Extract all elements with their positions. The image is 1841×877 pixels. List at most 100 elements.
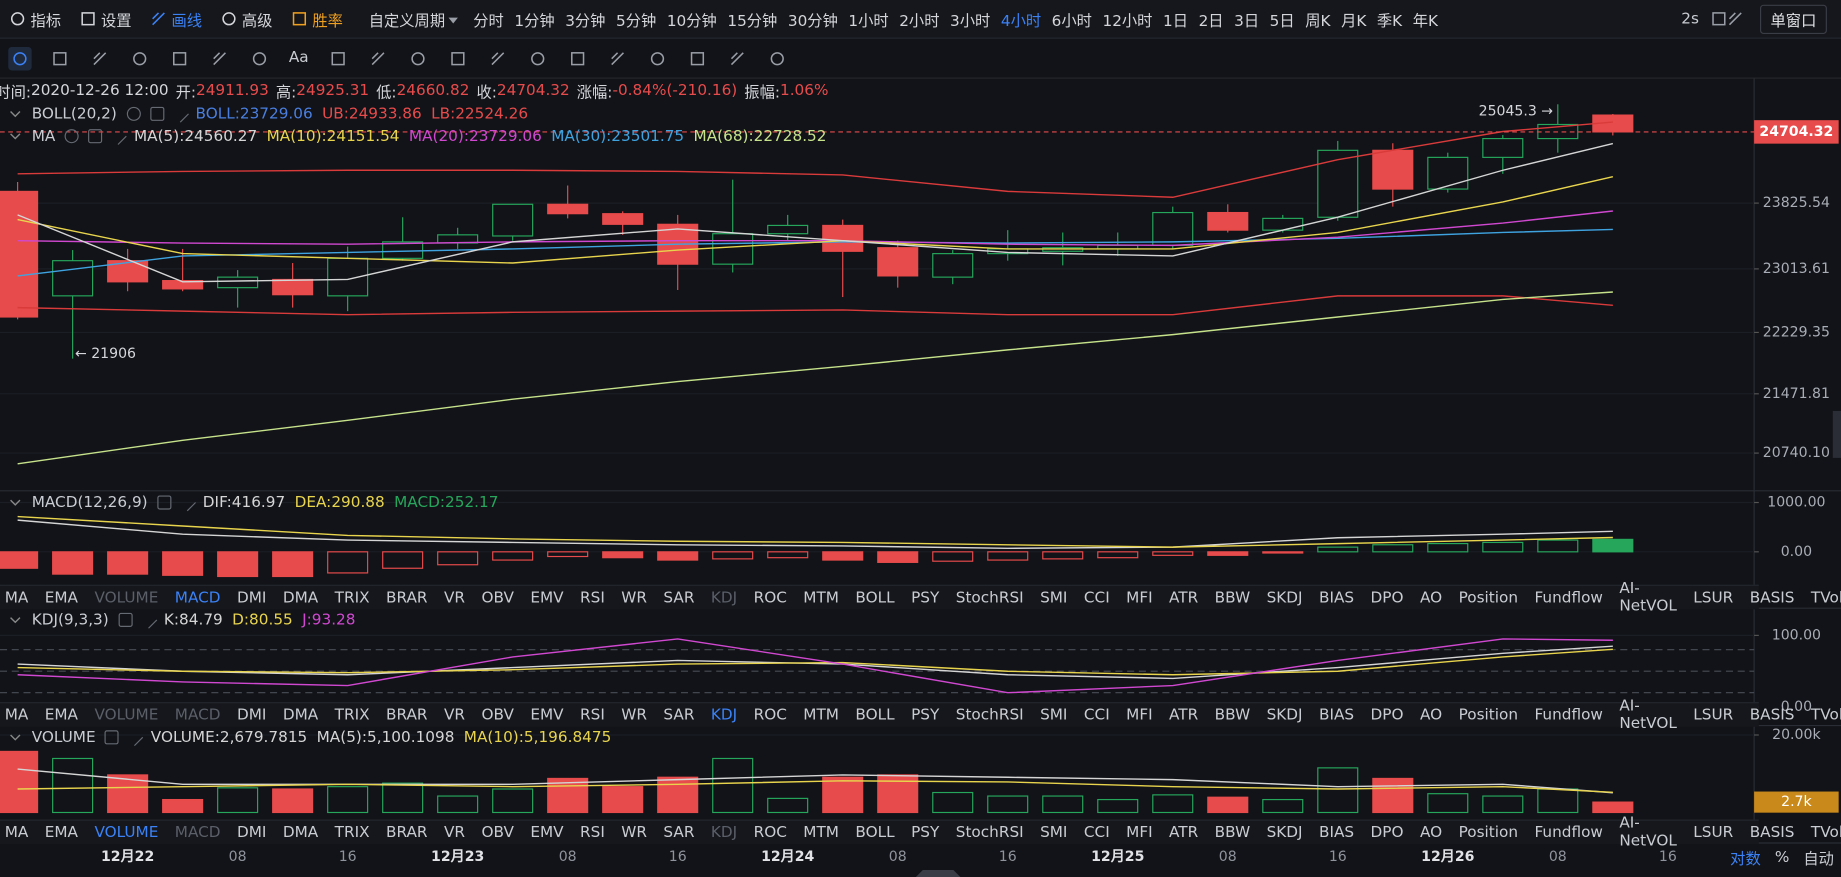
indicator-tab[interactable]: VOLUME [94, 588, 159, 607]
indicator-tab[interactable]: MA [4, 823, 29, 842]
indicator-tab[interactable]: KDJ [710, 823, 738, 842]
indicator-tab[interactable]: DMA [282, 823, 319, 842]
indicator-tab[interactable]: ATR [1169, 588, 1199, 607]
indicator-tab[interactable]: PSY [911, 823, 940, 842]
indicator-tab[interactable]: KDJ [710, 588, 738, 607]
indicator-tab[interactable]: OBV [481, 706, 514, 724]
settings[interactable] [149, 106, 164, 121]
indicator-tab[interactable]: RSI [580, 706, 605, 724]
indicator-tab[interactable]: VR [443, 706, 466, 724]
indicator-tab[interactable]: CCI [1083, 706, 1110, 724]
indicator-tab[interactable]: BBW [1214, 706, 1251, 724]
close[interactable] [126, 728, 144, 747]
period-button[interactable]: 5分钟 [616, 12, 657, 30]
indicator-tab[interactable]: EMA [44, 588, 79, 607]
indicator-tab[interactable]: Position [1458, 823, 1519, 842]
period-button[interactable]: 10分钟 [666, 12, 717, 30]
tool-button[interactable] [366, 46, 389, 69]
indicator-tab[interactable]: RSI [580, 588, 605, 607]
indicator-tab[interactable]: ROC [753, 706, 787, 724]
tool-button[interactable] [406, 46, 429, 69]
period-button[interactable]: 周K [1305, 12, 1331, 30]
indicator-tab[interactable]: DPO [1370, 823, 1404, 842]
indicator-tab[interactable]: SMI [1040, 588, 1068, 607]
indicator-tab[interactable]: PSY [911, 706, 940, 724]
indicator-tab[interactable]: MFI [1126, 588, 1153, 607]
text-tool[interactable]: Aa [288, 49, 309, 67]
close[interactable] [139, 611, 157, 629]
indicator-tab[interactable]: EMA [44, 706, 79, 724]
indicator-tab[interactable]: PSY [911, 588, 940, 607]
tool-button[interactable] [8, 46, 32, 70]
indicator-tab[interactable]: DMI [236, 823, 267, 842]
tool-button[interactable] [725, 46, 748, 69]
indicator-tab[interactable]: LSUR [1693, 823, 1734, 842]
indicator-tab[interactable]: DMA [282, 588, 319, 607]
indicator-tab[interactable]: SKDJ [1266, 588, 1303, 607]
tool-button[interactable] [168, 46, 191, 69]
period-button[interactable]: 2日 [1198, 12, 1224, 30]
indicator-tab[interactable]: BRAR [385, 706, 428, 724]
tool-button[interactable] [208, 46, 231, 69]
indicator-tab[interactable]: TVolume [1810, 588, 1841, 607]
indicator-tab[interactable]: MTM [803, 823, 839, 842]
indicator-tab[interactable]: VR [443, 588, 466, 607]
indicator-tab[interactable]: TRIX [334, 706, 370, 724]
eye-toggle[interactable] [64, 129, 79, 144]
indicator-tab[interactable]: ROC [753, 588, 787, 607]
tool-button[interactable] [128, 46, 151, 69]
settings[interactable] [88, 129, 103, 144]
indicator-tab[interactable]: Fundflow [1534, 706, 1603, 724]
indicator-tab[interactable]: BRAR [385, 823, 428, 842]
indicator-tab[interactable]: KDJ [710, 706, 738, 724]
period-button[interactable]: 3小时 [950, 12, 991, 30]
tool-button[interactable] [686, 46, 709, 69]
collapse[interactable] [7, 497, 23, 509]
period-button[interactable]: 年K [1412, 12, 1439, 30]
indicator-tab[interactable]: LSUR [1693, 588, 1734, 607]
collapse[interactable] [7, 130, 23, 142]
indicator-tab[interactable]: SKDJ [1266, 706, 1303, 724]
indicator-tab[interactable]: Fundflow [1534, 823, 1603, 842]
indicator-tab[interactable]: BIAS [1319, 706, 1355, 724]
period-button[interactable]: 15分钟 [727, 12, 778, 30]
indicator-tab[interactable]: AO [1419, 823, 1443, 842]
indicator-tab[interactable]: Fundflow [1534, 588, 1603, 607]
indicator-tab[interactable]: BOLL [855, 706, 895, 724]
close[interactable] [109, 127, 127, 145]
indicator-tab[interactable]: TVolume [1810, 823, 1841, 842]
indicator-tab[interactable]: DPO [1370, 588, 1404, 607]
indicator-tab[interactable]: MFI [1126, 823, 1153, 842]
indicator-tab[interactable]: BOLL [855, 823, 895, 842]
collapse[interactable] [7, 614, 23, 626]
tool-button[interactable] [646, 46, 669, 69]
indicator-tab[interactable]: TRIX [334, 823, 370, 842]
close[interactable] [178, 493, 196, 512]
tool-button[interactable] [48, 46, 71, 69]
indicator-tab[interactable]: DMI [236, 588, 267, 607]
indicator-tab[interactable]: BBW [1214, 588, 1251, 607]
settings[interactable] [157, 495, 172, 510]
indicator-tab[interactable]: OBV [481, 823, 514, 842]
indicator-tab[interactable]: OBV [481, 588, 514, 607]
indicator-tab[interactable]: EMV [530, 823, 564, 842]
indicator-tab[interactable]: StochRSI [955, 588, 1024, 607]
indicator-tab[interactable]: VR [443, 823, 466, 842]
indicator-tab[interactable]: VOLUME [94, 823, 159, 842]
indicator-tab[interactable]: SAR [663, 588, 695, 607]
period-button[interactable]: 1分钟 [514, 12, 555, 30]
refresh-rate[interactable]: 2s [1681, 9, 1699, 28]
close[interactable] [170, 105, 189, 123]
period-button[interactable]: 4小时 [1000, 12, 1042, 30]
indicator-tab[interactable]: CCI [1083, 823, 1110, 842]
axis-option[interactable]: 自动 [1803, 850, 1834, 869]
period-button[interactable]: 1小时 [848, 12, 889, 30]
eye-toggle[interactable] [126, 106, 141, 121]
tool-button[interactable] [526, 46, 549, 69]
period-menu[interactable]: 自定义周期 [369, 8, 462, 30]
toolbar-button[interactable]: 高级 [221, 8, 272, 30]
indicator-tab[interactable]: DPO [1370, 706, 1404, 724]
indicator-tab[interactable]: ATR [1169, 706, 1199, 724]
indicator-tab[interactable]: MTM [803, 588, 839, 607]
tool-button[interactable] [566, 46, 589, 69]
